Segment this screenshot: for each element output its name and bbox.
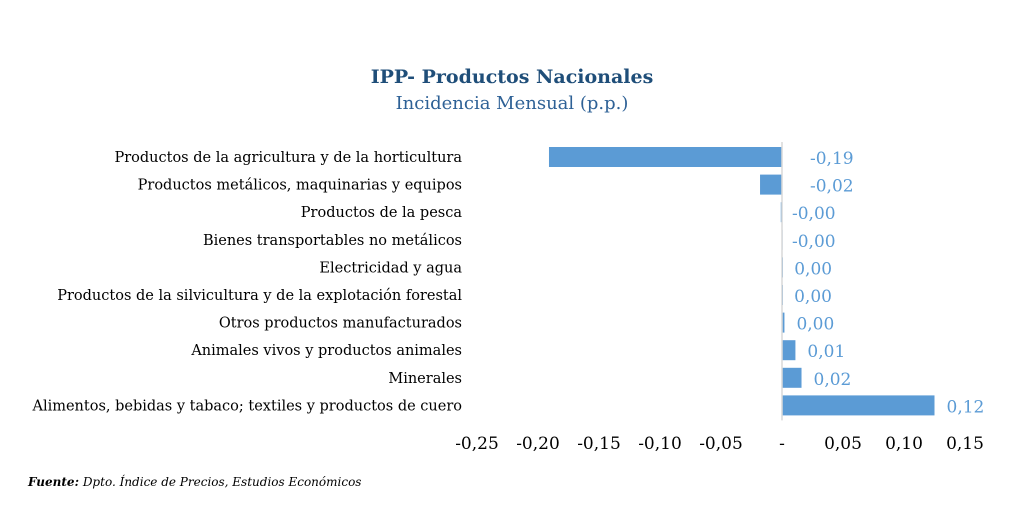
category-label: Productos de la silvicultura y de la exp…	[57, 288, 462, 304]
chart-subtitle: Incidencia Mensual (p.p.)	[395, 93, 629, 114]
x-tick-label: -	[779, 434, 785, 454]
category-label: Electricidad y agua	[319, 260, 462, 276]
source-note: Fuente: Dpto. Índice de Precios, Estudio…	[28, 475, 361, 489]
x-tick-label: -0,05	[699, 434, 743, 454]
data-label: 0,00	[794, 287, 832, 307]
x-tick-label: 0,10	[885, 434, 923, 454]
data-label: 0,00	[796, 315, 834, 335]
bar	[548, 147, 782, 167]
data-label: -0,00	[792, 204, 836, 224]
bar	[782, 340, 796, 361]
category-label: Bienes transportables no metálicos	[203, 233, 462, 249]
x-tick-label: -0,15	[577, 434, 621, 454]
category-label: Minerales	[388, 371, 462, 387]
category-label: Productos metálicos, maquinarias y equip…	[138, 178, 462, 194]
category-label: Animales vivos y productos animales	[190, 343, 462, 359]
bar	[782, 395, 935, 416]
x-tick-label: -0,10	[638, 434, 682, 454]
category-label: Otros productos manufacturados	[219, 316, 462, 332]
x-tick-label: -0,25	[455, 434, 499, 454]
source-text: Dpto. Índice de Precios, Estudios Económ…	[79, 475, 362, 489]
data-label: 0,00	[794, 259, 832, 279]
x-tick-label: 0,05	[824, 434, 862, 454]
data-label: -0,00	[792, 232, 836, 252]
x-tick-label: -0,20	[516, 434, 560, 454]
data-label: -0,02	[810, 177, 854, 197]
category-label: Alimentos, bebidas y tabaco; textiles y …	[31, 398, 462, 414]
data-label: 0,12	[947, 397, 985, 417]
category-label: Productos de la agricultura y de la hort…	[114, 150, 462, 166]
bar	[782, 312, 785, 333]
data-label: 0,01	[807, 342, 845, 362]
data-label: 0,02	[814, 370, 852, 390]
bar	[760, 174, 782, 195]
source-label: Fuente:	[28, 475, 79, 489]
chart-title: IPP- Productos Nacionales	[370, 66, 654, 88]
x-tick-label: 0,15	[946, 434, 984, 454]
data-label: -0,19	[810, 149, 854, 169]
bar	[782, 367, 802, 388]
category-label: Productos de la pesca	[301, 205, 463, 221]
